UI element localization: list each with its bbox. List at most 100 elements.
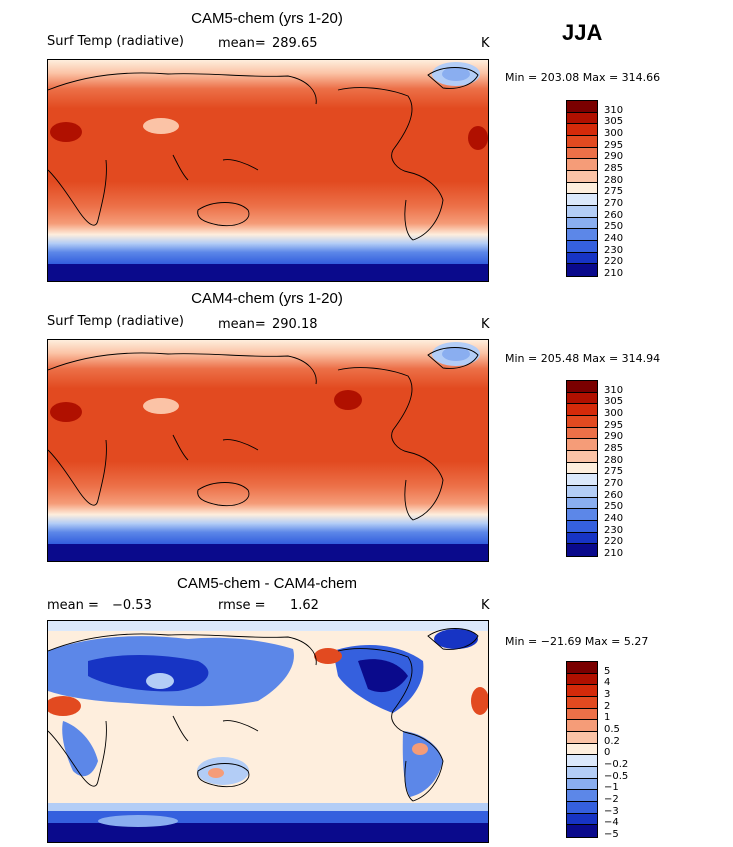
panel-2-colorbar-swatch (567, 462, 597, 475)
panel-3-colorbar-tick-label: −4 (604, 817, 619, 829)
panel-3-colorbar-tick-label: −3 (604, 805, 619, 817)
panel-2-colorbar-swatch (567, 427, 597, 440)
panel-1-colorbar-tick-label: 275 (604, 186, 624, 198)
panel-2-colorbar-tick-label: 240 (604, 513, 624, 524)
panel-2-colorbar-swatch (567, 520, 597, 533)
panel-3-colorbar-tick-label: 1 (604, 712, 611, 724)
panel-2-colorbar-tick-label: 305 (604, 396, 624, 408)
panel-1-colorbar-tick-label: 260 (604, 209, 624, 221)
panel-3-colorbar-swatch (567, 755, 597, 767)
panel-3-colorbar-swatch (567, 685, 597, 697)
panel-1-colorbar-swatch (567, 194, 597, 206)
panel-1-units: K (481, 36, 490, 51)
panel-3-colorbar-tick-label: 0.5 (604, 724, 620, 735)
panel-1-colorbar-swatch (567, 135, 597, 148)
panel-3-colorbar-tick-label: −0.5 (604, 770, 629, 782)
panel-2-colorbar-swatch (567, 509, 597, 521)
panel-1-colorbar-tick-label: 250 (604, 221, 624, 233)
panel-2-colorbar-swatch (567, 381, 597, 393)
panel-3-colorbar-swatch (567, 801, 597, 814)
panel-2-map (47, 339, 489, 562)
panel-1-map (47, 59, 489, 282)
panel-3-title: CAM5-chem - CAM4-chem (176, 575, 358, 592)
panel-2-colorbar-swatch (567, 404, 597, 416)
panel-2-colorbar-tick-label: 250 (604, 501, 624, 513)
panel-3-colorbar-swatch (567, 766, 597, 779)
panel-2-colorbar-tick-label: 285 (604, 443, 624, 454)
panel-3-colorbar-swatch (567, 673, 597, 686)
panel-2-colorbar-swatch (567, 474, 597, 486)
panel-3-colorbar-swatch (567, 720, 597, 732)
panel-1-title: CAM5-chem (yrs 1-20) (191, 10, 343, 27)
panel-1-colorbar-tick-label: 230 (604, 244, 624, 256)
panel-1-colorbar-tick-label: 210 (604, 268, 624, 279)
panel-2-colorbar-swatch (567, 544, 597, 556)
panel-2-colorbar-swatch (567, 497, 597, 510)
panel-2-colorbar-swatch (567, 485, 597, 498)
panel-1-colorbar-swatch (567, 101, 597, 113)
panel-1-colorbar-swatch (567, 217, 597, 230)
panel-1-colorbar-tick-label: 290 (604, 151, 624, 163)
panel-2-colorbar-tick-label: 300 (604, 408, 624, 419)
panel-2-colorbar-swatch (567, 450, 597, 463)
panel-2-minmax: Min = 205.48 Max = 314.94 (505, 352, 661, 365)
panel-3-mean-value: −0.53 (112, 598, 152, 613)
season-label: JJA (562, 20, 603, 45)
panel-2-mean-value: 290.18 (272, 317, 318, 332)
panel-3-colorbar-swatch (567, 731, 597, 744)
panel-2-colorbar-tick-label: 260 (604, 489, 624, 501)
panel-2-title: CAM4-chem (yrs 1-20) (191, 290, 343, 307)
panel-1-colorbar-swatch (567, 147, 597, 160)
panel-3-colorbar-tick-label: 0 (604, 747, 611, 759)
panel-3-mean-label: mean = (47, 598, 99, 613)
panel-2-colorbar (566, 380, 598, 557)
panel-1-colorbar-tick-label: 270 (604, 198, 624, 209)
panel-1-minmax: Min = 203.08 Max = 314.66 (505, 71, 661, 84)
panel-3-map-svg (48, 621, 488, 842)
panel-1-colorbar-tick-label: 300 (604, 128, 624, 139)
panel-3-colorbar-tick-label: 3 (604, 689, 611, 700)
panel-1-colorbar-tick-label: 285 (604, 163, 624, 174)
panel-1-colorbar-swatch (567, 240, 597, 253)
panel-2-colorbar-swatch (567, 415, 597, 428)
panel-3-colorbar-tick-label: 0.2 (604, 735, 620, 747)
panel-1-colorbar-tick-label: 280 (604, 174, 624, 186)
panel-1-colorbar-swatch (567, 170, 597, 183)
panel-3-colorbar-tick-label: −2 (604, 794, 619, 805)
panel-3-units: K (481, 598, 490, 613)
panel-2-colorbar-tick-label: 270 (604, 478, 624, 489)
panel-2-map-svg (48, 340, 488, 561)
panel-3-colorbar-swatch (567, 825, 597, 837)
panel-3-map (47, 620, 489, 843)
panel-3-rmse-value: 1.62 (290, 598, 319, 613)
panel-1-mean-label: mean= (218, 36, 266, 51)
panel-1-colorbar (566, 100, 598, 277)
panel-3-colorbar-swatch (567, 790, 597, 802)
panel-2-units: K (481, 317, 490, 332)
panel-2-colorbar-labels: 310 305 300 295 290 285 280 275 270 260 250 240 230 2… (566, 380, 646, 559)
panel-1-colorbar-swatch (567, 264, 597, 276)
panel-2-colorbar-tick-label: 290 (604, 431, 624, 443)
panel-1-colorbar-swatch (567, 159, 597, 171)
panel-1-colorbar-tick-label: 220 (604, 256, 624, 268)
panel-2-variable-label: Surf Temp (radiative) (47, 314, 185, 329)
panel-3-colorbar-tick-label: −0.2 (604, 759, 629, 770)
panel-1-colorbar-swatch (567, 182, 597, 195)
panel-1-variable-label: Surf Temp (radiative) (47, 34, 185, 49)
panel-2-colorbar-tick-label: 210 (604, 548, 624, 559)
panel-3-colorbar-tick-label: 2 (604, 700, 611, 712)
panel-2-colorbar-tick-label: 220 (604, 536, 624, 548)
panel-3-colorbar-tick-label: 4 (604, 677, 611, 689)
panel-2-colorbar-tick-label: 275 (604, 466, 624, 478)
panel-3-colorbar-swatch (567, 708, 597, 721)
panel-1-colorbar-tick-label: 305 (604, 116, 624, 128)
panel-1-map-svg (48, 60, 488, 281)
panel-2-colorbar-swatch (567, 532, 597, 545)
panel-1-colorbar-tick-label: 310 (604, 104, 624, 116)
panel-1-colorbar-swatch (567, 252, 597, 265)
panel-1-colorbar-swatch (567, 112, 597, 125)
panel-1-mean-value: 289.65 (272, 36, 318, 51)
panel-1-colorbar-tick-label: 295 (604, 139, 624, 151)
panel-1-colorbar-swatch (567, 124, 597, 136)
panel-3-colorbar-swatch (567, 662, 597, 674)
